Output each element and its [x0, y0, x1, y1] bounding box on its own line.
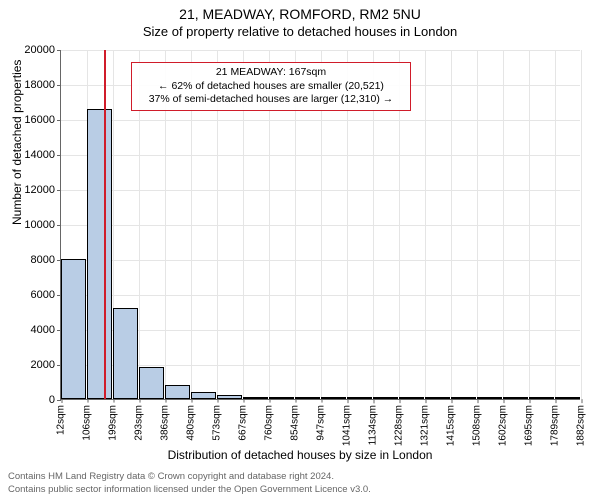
histogram-bar [373, 397, 398, 399]
x-tick: 480sqm [186, 399, 197, 441]
histogram-bar [399, 397, 424, 399]
x-tick: 1789sqm [550, 399, 561, 446]
x-tick: 947sqm [316, 399, 327, 441]
x-tick: 667sqm [238, 399, 249, 441]
x-tick: 1134sqm [368, 399, 379, 445]
y-tick: 14000 [24, 149, 61, 161]
histogram-bar [191, 392, 216, 399]
histogram-bar [451, 397, 476, 399]
histogram-bar [425, 397, 450, 399]
y-tick: 20000 [24, 44, 61, 56]
chart-main-title: 21, MEADWAY, ROMFORD, RM2 5NU [0, 0, 600, 22]
histogram-bar [269, 397, 294, 399]
x-tick: 1041sqm [342, 399, 353, 446]
histogram-bar [87, 109, 112, 400]
footer-line1: Contains HM Land Registry data © Crown c… [8, 471, 371, 483]
x-tick: 1321sqm [420, 399, 431, 446]
y-tick: 12000 [24, 184, 61, 196]
histogram-bar [529, 397, 554, 399]
annotation-line2: ← 62% of detached houses are smaller (20… [138, 80, 404, 94]
footer-attribution: Contains HM Land Registry data © Crown c… [8, 471, 371, 496]
x-tick: 106sqm [82, 399, 93, 441]
histogram-bar [61, 259, 86, 399]
histogram-bar [321, 397, 346, 399]
histogram-bar [165, 385, 190, 399]
plot-region: 0200040006000800010000120001400016000180… [60, 50, 580, 400]
annotation-line3: 37% of semi-detached houses are larger (… [138, 93, 404, 107]
x-tick: 854sqm [290, 399, 301, 441]
histogram-bar [503, 397, 528, 399]
y-tick: 16000 [24, 114, 61, 126]
x-tick: 1508sqm [472, 399, 483, 446]
x-tick: 199sqm [108, 399, 119, 441]
x-tick: 12sqm [56, 399, 67, 435]
x-tick: 1415sqm [446, 399, 457, 446]
property-marker-line [104, 50, 106, 399]
y-tick: 4000 [31, 324, 61, 336]
annotation-box: 21 MEADWAY: 167sqm← 62% of detached hous… [131, 62, 411, 111]
annotation-line1: 21 MEADWAY: 167sqm [138, 66, 404, 80]
x-tick: 1695sqm [524, 399, 535, 446]
chart-subtitle: Size of property relative to detached ho… [0, 22, 600, 39]
footer-line2: Contains public sector information licen… [8, 484, 371, 496]
y-tick: 10000 [24, 219, 61, 231]
x-tick: 1602sqm [498, 399, 509, 446]
histogram-bar [113, 308, 138, 399]
x-tick: 760sqm [264, 399, 275, 441]
x-tick: 1882sqm [576, 399, 587, 446]
histogram-bar [243, 397, 268, 399]
chart-area: 0200040006000800010000120001400016000180… [60, 50, 580, 400]
y-axis-label: Number of detached properties [10, 60, 24, 225]
histogram-bar [217, 395, 242, 399]
histogram-bar [347, 397, 372, 399]
histogram-bar [295, 397, 320, 399]
histogram-bar [139, 367, 164, 399]
x-tick: 573sqm [212, 399, 223, 441]
y-tick: 6000 [31, 289, 61, 301]
x-tick: 386sqm [160, 399, 171, 441]
y-tick: 2000 [31, 359, 61, 371]
histogram-bar [555, 397, 580, 399]
y-tick: 8000 [31, 254, 61, 266]
y-tick: 18000 [24, 79, 61, 91]
x-tick: 1228sqm [394, 399, 405, 446]
histogram-bar [477, 397, 502, 399]
x-axis-label: Distribution of detached houses by size … [0, 448, 600, 462]
x-tick: 293sqm [134, 399, 145, 441]
